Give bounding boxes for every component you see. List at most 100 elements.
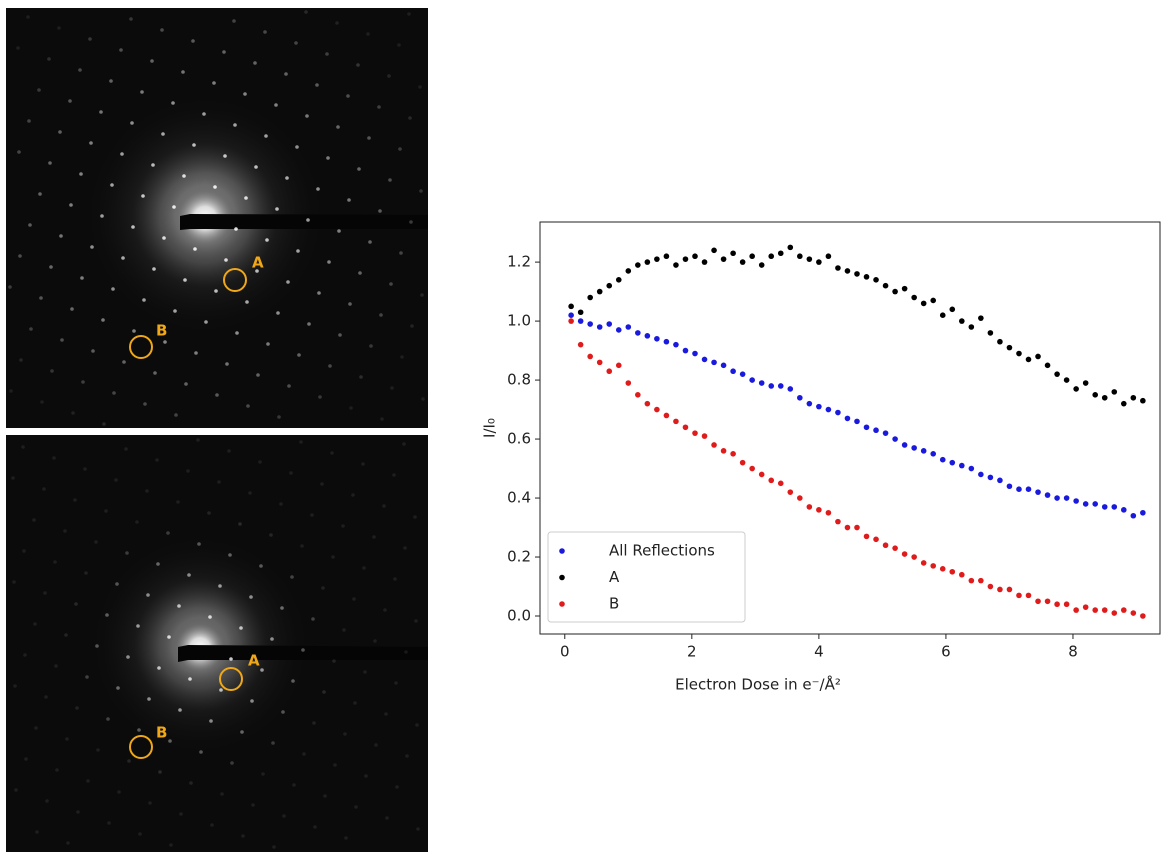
bragg-spot	[330, 451, 334, 455]
bragg-spot	[202, 112, 206, 116]
marker-label: A	[252, 254, 264, 272]
data-point	[596, 288, 603, 295]
bragg-spot	[392, 473, 396, 477]
data-point	[959, 571, 965, 578]
bragg-spot	[166, 531, 170, 535]
x-axis-label: Electron Dose in e⁻/Å²	[675, 675, 841, 694]
bragg-spot	[184, 382, 188, 386]
bragg-spot	[43, 591, 47, 595]
bragg-spot	[349, 406, 353, 410]
bragg-spot	[54, 664, 58, 668]
bragg-spot	[272, 845, 276, 849]
bragg-spot	[239, 626, 243, 630]
bragg-spot	[83, 467, 87, 471]
bragg-spot	[81, 380, 85, 384]
bragg-spot	[361, 462, 365, 466]
bragg-spot	[418, 85, 422, 89]
bragg-spot	[312, 721, 316, 725]
data-point	[949, 459, 956, 466]
data-point	[1006, 344, 1013, 351]
bragg-spot	[70, 307, 74, 311]
data-point	[1035, 489, 1041, 495]
bragg-spot	[130, 121, 134, 125]
bragg-spot	[347, 198, 351, 202]
data-point	[959, 318, 965, 324]
y-tick-label: 0.2	[507, 548, 531, 566]
bragg-spot	[127, 759, 131, 763]
beam-stopper	[178, 645, 428, 662]
bragg-spot	[21, 445, 25, 449]
data-point	[1016, 350, 1022, 357]
bragg-spot	[294, 41, 298, 45]
y-tick-label: 0.6	[507, 430, 531, 448]
data-point	[882, 282, 889, 289]
data-point	[568, 312, 574, 318]
data-point	[1006, 586, 1013, 593]
data-point	[587, 353, 593, 360]
data-point	[816, 259, 822, 265]
bragg-spot	[58, 130, 62, 134]
bragg-spot	[145, 489, 149, 493]
bragg-spot	[223, 154, 227, 158]
data-point	[1054, 495, 1060, 501]
bragg-spot	[387, 74, 391, 78]
diffraction-image: AB	[6, 8, 428, 428]
bragg-spot	[143, 402, 147, 406]
bragg-spot	[86, 779, 90, 783]
bragg-spot	[379, 313, 383, 317]
bragg-spot	[100, 214, 104, 218]
bragg-spot	[305, 114, 309, 118]
bragg-spot	[52, 456, 56, 460]
bragg-spot	[373, 639, 377, 643]
bragg-spot	[256, 373, 260, 377]
bragg-spot	[105, 613, 109, 617]
bragg-spot	[26, 15, 30, 19]
data-point	[806, 256, 813, 262]
beam-stopper	[180, 214, 428, 230]
bragg-spot	[235, 331, 239, 335]
bragg-spot	[28, 223, 32, 227]
data-point	[901, 442, 908, 448]
bragg-spot	[377, 105, 381, 109]
bragg-spot	[126, 655, 130, 659]
bragg-spot	[57, 26, 61, 30]
data-point	[654, 256, 660, 262]
bragg-spot	[269, 533, 273, 537]
bragg-spot	[137, 728, 141, 732]
data-point	[787, 386, 794, 392]
bragg-spot	[322, 690, 326, 694]
data-point	[911, 294, 917, 301]
bragg-spot	[13, 684, 17, 688]
bragg-spot	[8, 285, 12, 289]
data-point	[625, 324, 632, 330]
bragg-spot	[285, 176, 289, 180]
data-point	[1044, 362, 1051, 369]
data-point	[844, 268, 851, 274]
data-point	[739, 459, 746, 466]
bragg-spot	[18, 254, 22, 258]
bragg-spot	[55, 768, 59, 772]
bragg-spot	[332, 659, 336, 663]
bragg-spot	[420, 293, 424, 297]
bragg-spot	[369, 344, 373, 348]
bragg-spot	[282, 814, 286, 818]
data-point	[854, 418, 860, 425]
bragg-spot	[37, 88, 41, 92]
bragg-spot	[39, 296, 43, 300]
bragg-spot	[307, 322, 311, 326]
bragg-spot	[111, 287, 115, 291]
bragg-spot	[49, 265, 53, 269]
data-point	[1101, 394, 1108, 401]
data-point	[777, 383, 784, 389]
y-tick-label: 0.8	[507, 371, 531, 389]
data-point	[739, 371, 746, 377]
bragg-spot	[156, 562, 160, 566]
data-point	[720, 448, 727, 454]
x-tick-label: 6	[941, 643, 951, 661]
bragg-spot	[241, 834, 245, 838]
data-point	[1025, 486, 1032, 492]
x-tick-label: 8	[1068, 643, 1078, 661]
bragg-spot	[341, 524, 345, 528]
data-point	[816, 403, 822, 410]
data-point	[777, 250, 784, 257]
